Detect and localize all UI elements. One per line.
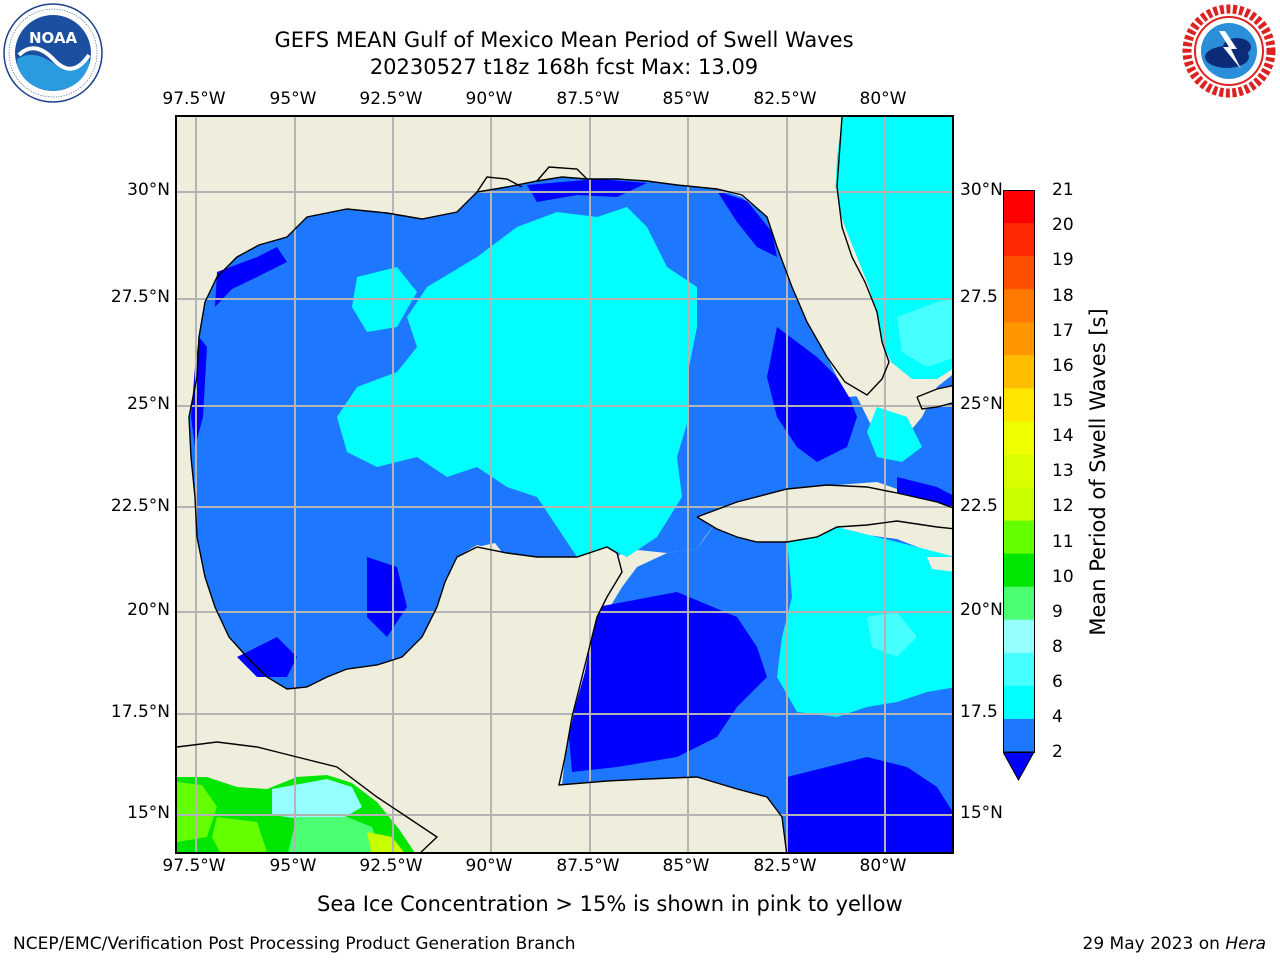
- colorbar-tick: 2: [1052, 742, 1063, 762]
- colorbar-segment: [1003, 421, 1034, 455]
- colorbar-segment: [1003, 718, 1034, 753]
- lat-label-left: 22.5°N: [110, 496, 170, 516]
- lon-label-bottom: 95°W: [269, 856, 317, 876]
- lat-label-right: 27.5: [960, 287, 998, 307]
- lat-label-right: 30°N: [960, 180, 1003, 200]
- colorbar-segment: [1003, 256, 1034, 290]
- credit-date: 29 May 2023 on: [1082, 934, 1226, 954]
- credit-left: NCEP/EMC/Verification Post Processing Pr…: [13, 934, 576, 954]
- credit-host: Hera: [1225, 934, 1266, 954]
- lat-label-left: 15°N: [127, 803, 170, 823]
- colorbar-tick: 21: [1052, 180, 1074, 200]
- colorbar-segment: [1003, 190, 1034, 224]
- sea-ice-note: Sea Ice Concentration > 15% is shown in …: [317, 892, 903, 916]
- lat-label-left: 25°N: [127, 394, 170, 414]
- colorbar-tick: 4: [1052, 707, 1063, 727]
- colorbar-tick: 18: [1052, 286, 1074, 306]
- lat-label-left: 27.5°N: [110, 287, 170, 307]
- florida-peninsula: [787, 187, 889, 397]
- lon-label-top: 97.5°W: [162, 89, 226, 109]
- map-title: GEFS MEAN Gulf of Mexico Mean Period of …: [274, 28, 854, 52]
- colorbar-segment: [1003, 553, 1034, 588]
- lon-label-bottom: 90°W: [465, 856, 513, 876]
- colorbar-segment: [1003, 454, 1034, 489]
- colorbar-under-triangle: [1003, 752, 1034, 780]
- lon-label-bottom: 85°W: [662, 856, 710, 876]
- colorbar-tick: 12: [1052, 496, 1074, 516]
- lat-label-left: 17.5°N: [110, 702, 170, 722]
- light-cyan-patches: [867, 298, 952, 657]
- lat-label-right: 25°N: [960, 394, 1003, 414]
- lon-label-top: 80°W: [859, 89, 907, 109]
- hispaniola-edge: [927, 557, 952, 572]
- lon-label-bottom: 82.5°W: [753, 856, 817, 876]
- colorbar-label: Mean Period of Swell Waves [s]: [1086, 308, 1110, 636]
- colorbar-segment: [1003, 586, 1034, 621]
- colorbar-segment: [1003, 520, 1034, 555]
- land-overlays: [177, 117, 952, 852]
- map-subtitle: 20230527 t18z 168h fcst Max: 13.09: [369, 55, 759, 79]
- short-period-patches: [191, 179, 952, 852]
- colorbar-tick: 16: [1052, 356, 1074, 376]
- colorbar: [1003, 190, 1035, 782]
- lon-label-bottom: 97.5°W: [162, 856, 226, 876]
- colorbar-segment: [1003, 289, 1034, 323]
- colorbar-tick: 13: [1052, 461, 1074, 481]
- lon-label-bottom: 87.5°W: [556, 856, 620, 876]
- yucatan-land: [177, 545, 622, 852]
- lat-label-right: 17.5: [960, 702, 998, 722]
- bahamas-land: [917, 385, 952, 409]
- colorbar-segment: [1003, 355, 1034, 389]
- lon-label-top: 92.5°W: [359, 89, 423, 109]
- lon-label-bottom: 80°W: [859, 856, 907, 876]
- lat-label-left: 20°N: [127, 600, 170, 620]
- colorbar-segments: [1003, 190, 1034, 753]
- lon-label-top: 82.5°W: [753, 89, 817, 109]
- colorbar-segment: [1003, 619, 1034, 654]
- colorbar-segment: [1003, 685, 1034, 720]
- colorbar-tick: 6: [1052, 672, 1063, 692]
- noaa-logo: NOAA: [3, 3, 103, 103]
- coastlines: [177, 117, 952, 852]
- colorbar-tick: 20: [1052, 215, 1074, 235]
- colorbar-segment: [1003, 487, 1034, 522]
- lon-label-top: 87.5°W: [556, 89, 620, 109]
- lon-label-top: 85°W: [662, 89, 710, 109]
- colorbar-tick: 9: [1052, 602, 1063, 622]
- cuba-land: [697, 485, 952, 542]
- lat-label-left: 30°N: [127, 180, 170, 200]
- florida-land: [732, 117, 842, 197]
- colorbar-segment: [1003, 652, 1034, 687]
- colorbar-tick: 11: [1052, 532, 1074, 552]
- noaa-logo-text: NOAA: [29, 29, 78, 47]
- colorbar-segment: [1003, 223, 1034, 257]
- nws-logo: [1182, 4, 1276, 98]
- lon-label-top: 95°W: [269, 89, 317, 109]
- colorbar-tick: 17: [1052, 321, 1074, 341]
- lat-label-right: 20°N: [960, 600, 1003, 620]
- colorbar-tick: 14: [1052, 426, 1074, 446]
- colorbar-segment: [1003, 322, 1034, 356]
- credit-right: 29 May 2023 on Hera: [1083, 934, 1267, 954]
- colorbar-tick: 10: [1052, 567, 1074, 587]
- colorbar-tick: 15: [1052, 391, 1074, 411]
- map-panel: [175, 115, 954, 854]
- lon-label-top: 90°W: [465, 89, 513, 109]
- lon-label-bottom: 92.5°W: [359, 856, 423, 876]
- colorbar-tick: 8: [1052, 637, 1063, 657]
- colorbar-segment: [1003, 388, 1034, 422]
- colorbar-tick: 19: [1052, 250, 1074, 270]
- graticule: [177, 117, 952, 852]
- lat-label-right: 22.5: [960, 496, 998, 516]
- lat-label-right: 15°N: [960, 803, 1003, 823]
